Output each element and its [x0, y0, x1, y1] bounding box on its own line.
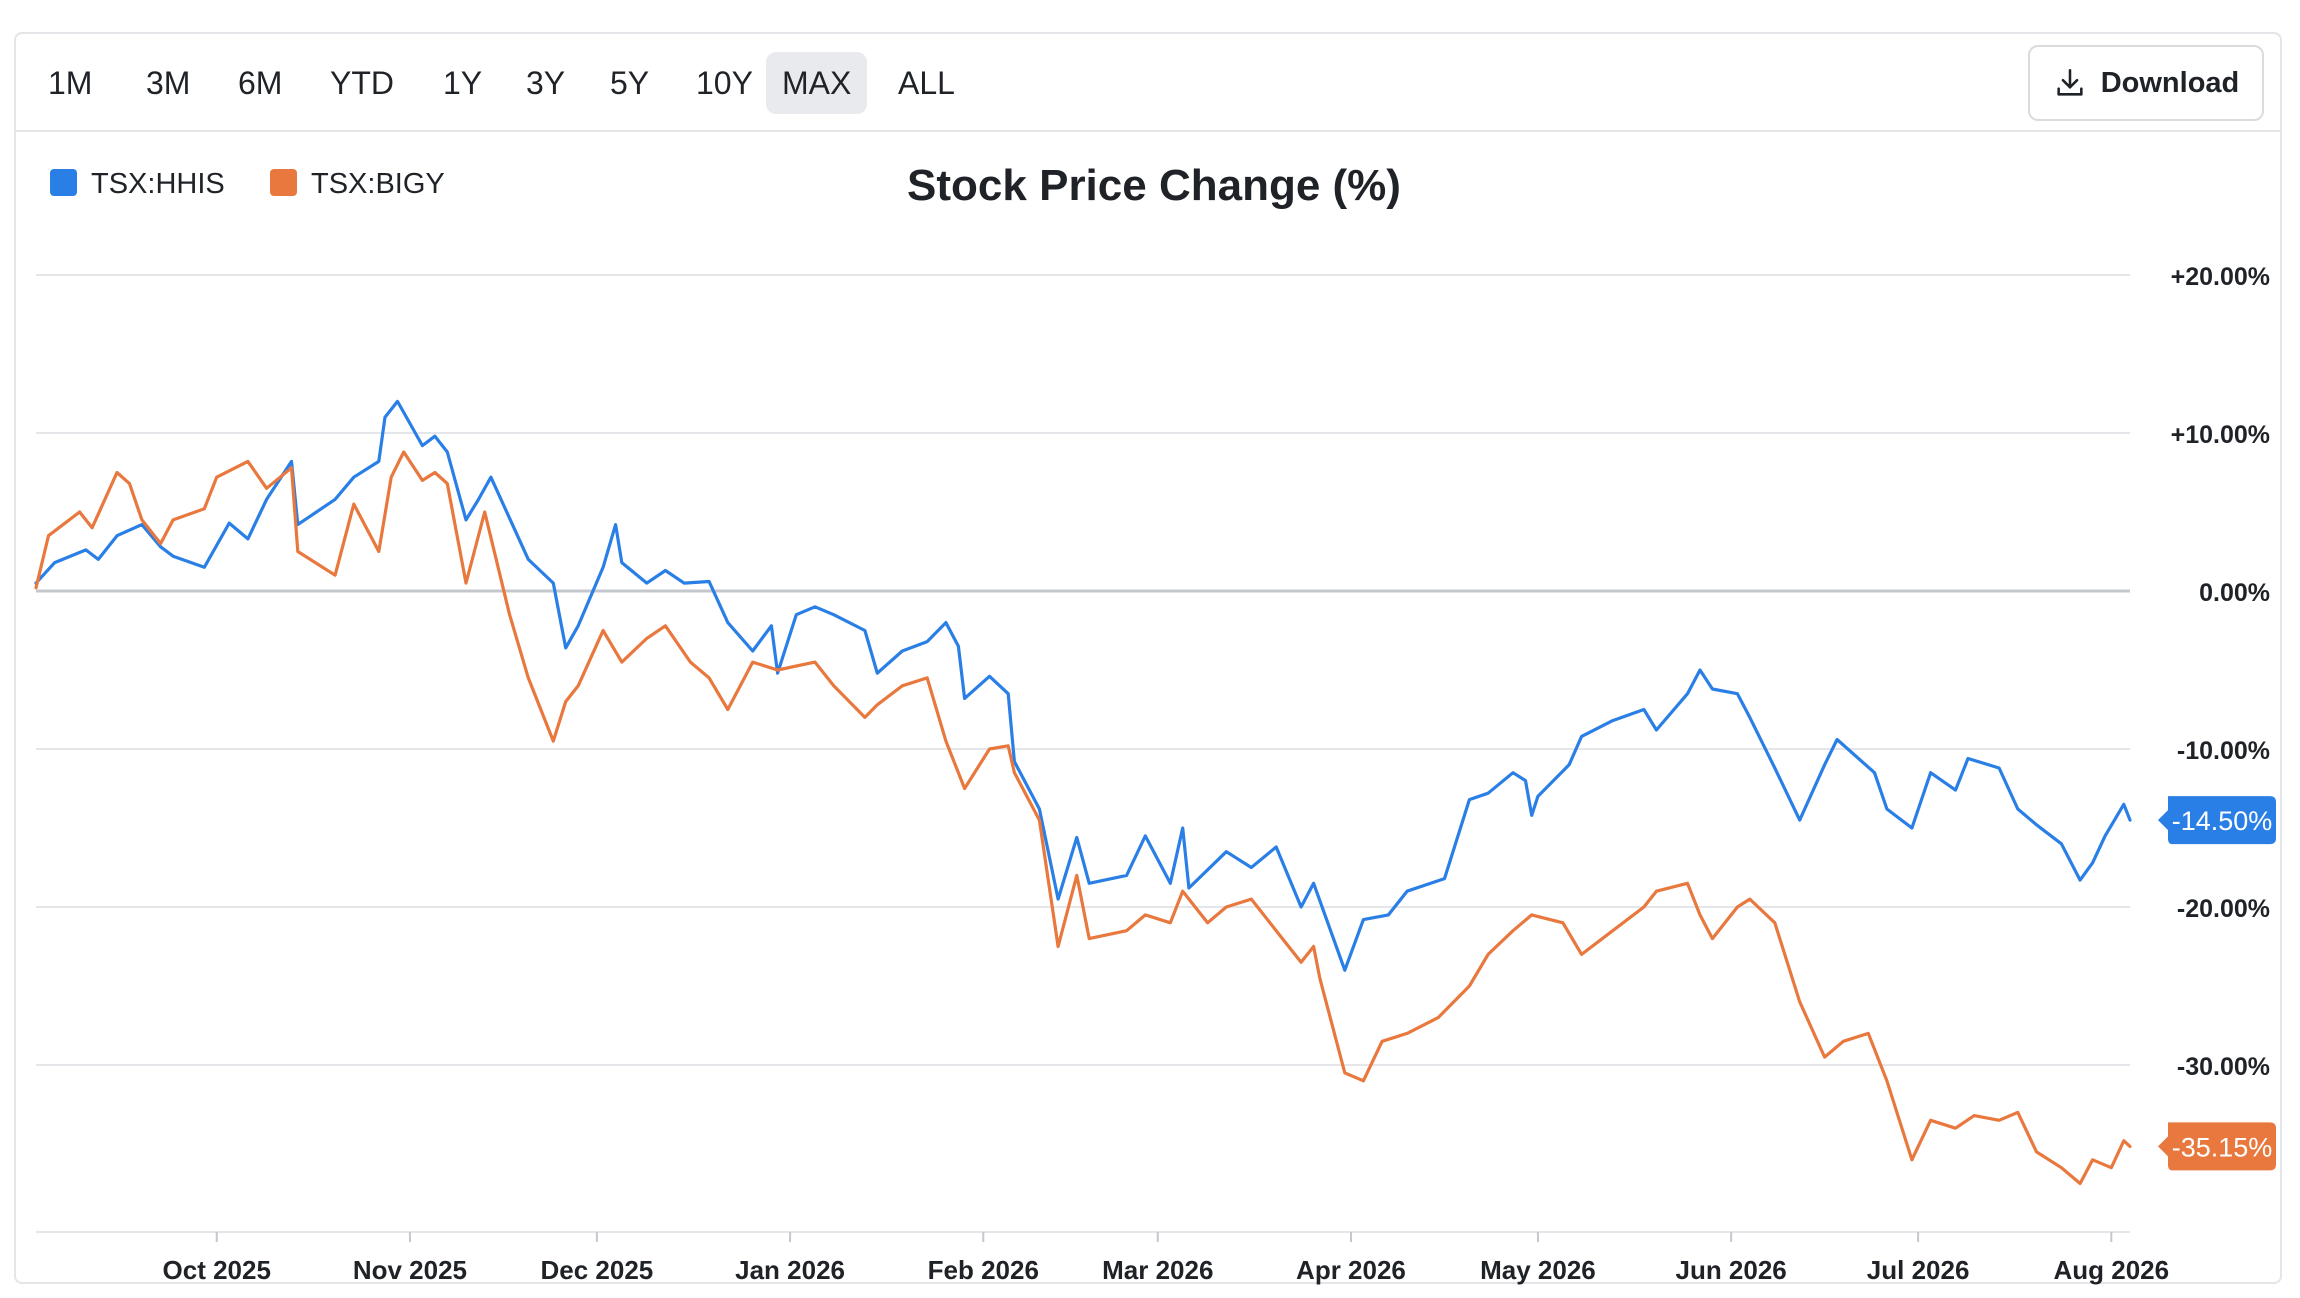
- last-value-badge-hhis: -14.50%: [2158, 796, 2276, 845]
- range-button-all[interactable]: ALL: [898, 65, 955, 101]
- chart-title: Stock Price Change (%): [907, 161, 1401, 210]
- y-tick-label: +10.00%: [2171, 421, 2270, 449]
- y-tick-label: -10.00%: [2177, 737, 2270, 765]
- toolbar: 1M 3M 6M YTD 1Y 3Y 5Y 10Y MAX ALL Downlo…: [16, 34, 2280, 132]
- x-tick-label: Mar 2026: [1102, 1255, 1213, 1285]
- download-button[interactable]: Download: [2028, 45, 2264, 121]
- x-tick-label: Jan 2026: [735, 1255, 845, 1285]
- download-label: Download: [2100, 66, 2240, 99]
- range-button-3y[interactable]: 3Y: [526, 65, 566, 101]
- axis-layer: +20.00% +10.00% 0.00% -10.00% -20.00% -30.00%…: [36, 263, 2270, 1285]
- badge-label: -14.50%: [2172, 806, 2273, 836]
- range-button-5y[interactable]: 5Y: [610, 65, 650, 101]
- badge-shape: [2158, 796, 2276, 845]
- x-tick-label: Jul 2026: [1867, 1255, 1970, 1285]
- range-button-10y[interactable]: 10Y: [696, 65, 753, 101]
- x-tick-label: Feb 2026: [928, 1255, 1039, 1285]
- x-tick-label: May 2026: [1480, 1255, 1596, 1285]
- x-tick-label: Nov 2025: [353, 1255, 467, 1285]
- chart-card: 1M 3M 6M YTD 1Y 3Y 5Y 10Y MAX ALL Downlo…: [14, 32, 2282, 1284]
- download-icon: [2057, 68, 2083, 96]
- legend-label-hhis: TSX:HHIS: [91, 168, 225, 200]
- legend-swatch-bigy: [270, 169, 297, 196]
- legend: TSX:HHIS TSX:BIGY: [50, 168, 445, 200]
- last-value-badges: -14.50% -35.15%: [2158, 796, 2276, 1171]
- y-tick-label: -20.00%: [2177, 895, 2270, 923]
- last-value-badge-bigy: -35.15%: [2158, 1122, 2276, 1171]
- line-layer: [34, 399, 2132, 1186]
- y-tick-label: +20.00%: [2171, 263, 2270, 291]
- legend-item-bigy[interactable]: TSX:BIGY: [270, 168, 445, 200]
- range-button-max[interactable]: MAX: [766, 52, 868, 114]
- badge-label: -35.15%: [2172, 1132, 2273, 1162]
- y-tick-label: 0.00%: [2199, 579, 2270, 607]
- x-tick-label: Aug 2026: [2053, 1255, 2169, 1285]
- grid-layer: [36, 274, 2130, 1066]
- legend-swatch-hhis: [50, 169, 77, 196]
- range-button-6m[interactable]: 6M: [238, 65, 283, 101]
- series-line-hhis: [34, 399, 2132, 972]
- legend-label-bigy: TSX:BIGY: [311, 168, 445, 200]
- series-line-bigy: [34, 450, 2132, 1186]
- legend-item-hhis[interactable]: TSX:HHIS: [50, 168, 225, 200]
- y-tick-label: -30.00%: [2177, 1053, 2270, 1081]
- x-tick-label: Oct 2025: [163, 1255, 271, 1285]
- range-button-ytd[interactable]: YTD: [330, 65, 394, 101]
- range-button-3m[interactable]: 3M: [146, 65, 191, 101]
- x-tick-label: Apr 2026: [1296, 1255, 1406, 1285]
- badge-shape: [2158, 1122, 2276, 1171]
- range-button-1m[interactable]: 1M: [48, 65, 93, 101]
- range-button-1y[interactable]: 1Y: [443, 65, 483, 101]
- x-tick-label: Dec 2025: [541, 1255, 654, 1285]
- x-tick-label: Jun 2026: [1675, 1255, 1786, 1285]
